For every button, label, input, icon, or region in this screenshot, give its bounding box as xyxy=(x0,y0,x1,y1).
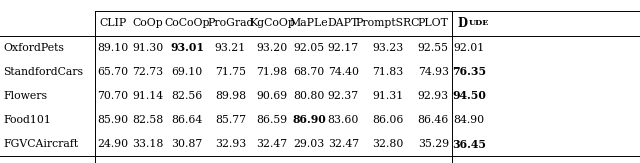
Text: 65.70: 65.70 xyxy=(97,67,129,77)
Text: 86.59: 86.59 xyxy=(257,115,287,125)
Text: StandfordCars: StandfordCars xyxy=(3,67,83,77)
Text: ProGrad: ProGrad xyxy=(207,18,253,29)
Text: 92.01: 92.01 xyxy=(454,43,484,53)
Text: 84.90: 84.90 xyxy=(454,115,484,125)
Text: 71.83: 71.83 xyxy=(372,67,403,77)
Text: 93.20: 93.20 xyxy=(257,43,287,53)
Text: 74.93: 74.93 xyxy=(418,67,449,77)
Text: 68.70: 68.70 xyxy=(294,67,324,77)
Text: 74.40: 74.40 xyxy=(328,67,359,77)
Text: 91.14: 91.14 xyxy=(132,91,164,101)
Text: 82.58: 82.58 xyxy=(132,115,164,125)
Text: 33.18: 33.18 xyxy=(132,139,164,149)
Text: 70.70: 70.70 xyxy=(97,91,129,101)
Text: 92.37: 92.37 xyxy=(328,91,359,101)
Text: Food101: Food101 xyxy=(3,115,51,125)
Text: 86.64: 86.64 xyxy=(172,115,202,125)
Text: MaPLe: MaPLe xyxy=(290,18,328,29)
Text: FGVCAircraft: FGVCAircraft xyxy=(3,139,78,149)
Text: 72.73: 72.73 xyxy=(132,67,164,77)
Text: PromptSRC: PromptSRC xyxy=(355,18,420,29)
Text: 35.29: 35.29 xyxy=(418,139,449,149)
Text: CoOp: CoOp xyxy=(132,18,164,29)
Text: Flowers: Flowers xyxy=(3,91,47,101)
Text: 86.06: 86.06 xyxy=(372,115,403,125)
Text: 92.55: 92.55 xyxy=(418,43,449,53)
Text: 92.17: 92.17 xyxy=(328,43,359,53)
Text: 85.90: 85.90 xyxy=(97,115,129,125)
Text: 71.98: 71.98 xyxy=(257,67,287,77)
Text: UDE: UDE xyxy=(468,19,489,28)
Text: 92.05: 92.05 xyxy=(294,43,324,53)
Text: 86.46: 86.46 xyxy=(418,115,449,125)
Text: D: D xyxy=(457,17,467,30)
Text: KgCoOp: KgCoOp xyxy=(249,18,295,29)
Text: 91.30: 91.30 xyxy=(132,43,164,53)
Text: 32.47: 32.47 xyxy=(328,139,359,149)
Text: 32.80: 32.80 xyxy=(372,139,403,149)
Text: 80.80: 80.80 xyxy=(293,91,325,101)
Text: DAPT: DAPT xyxy=(328,18,359,29)
Text: CLIP: CLIP xyxy=(99,18,127,29)
Text: 32.93: 32.93 xyxy=(215,139,246,149)
Text: 71.75: 71.75 xyxy=(215,67,246,77)
Text: 91.31: 91.31 xyxy=(372,91,403,101)
Text: 29.03: 29.03 xyxy=(294,139,324,149)
Text: 69.10: 69.10 xyxy=(172,67,202,77)
Text: 93.23: 93.23 xyxy=(372,43,403,53)
Text: 89.10: 89.10 xyxy=(97,43,129,53)
Text: 92.93: 92.93 xyxy=(418,91,449,101)
Text: 82.56: 82.56 xyxy=(172,91,202,101)
Text: CoCoOp: CoCoOp xyxy=(164,18,210,29)
Text: 76.35: 76.35 xyxy=(452,66,486,77)
Text: 86.90: 86.90 xyxy=(292,114,326,126)
Text: 90.69: 90.69 xyxy=(257,91,287,101)
Text: OxfordPets: OxfordPets xyxy=(3,43,64,53)
Text: 89.98: 89.98 xyxy=(215,91,246,101)
Text: 93.01: 93.01 xyxy=(170,42,204,53)
Text: 83.60: 83.60 xyxy=(328,115,359,125)
Text: 24.90: 24.90 xyxy=(97,139,129,149)
Text: 94.50: 94.50 xyxy=(452,90,486,101)
Text: 30.87: 30.87 xyxy=(172,139,202,149)
Text: 93.21: 93.21 xyxy=(215,43,246,53)
Text: 36.45: 36.45 xyxy=(452,139,486,150)
Text: 32.47: 32.47 xyxy=(257,139,287,149)
Text: PLOT: PLOT xyxy=(418,18,449,29)
Text: 85.77: 85.77 xyxy=(215,115,246,125)
